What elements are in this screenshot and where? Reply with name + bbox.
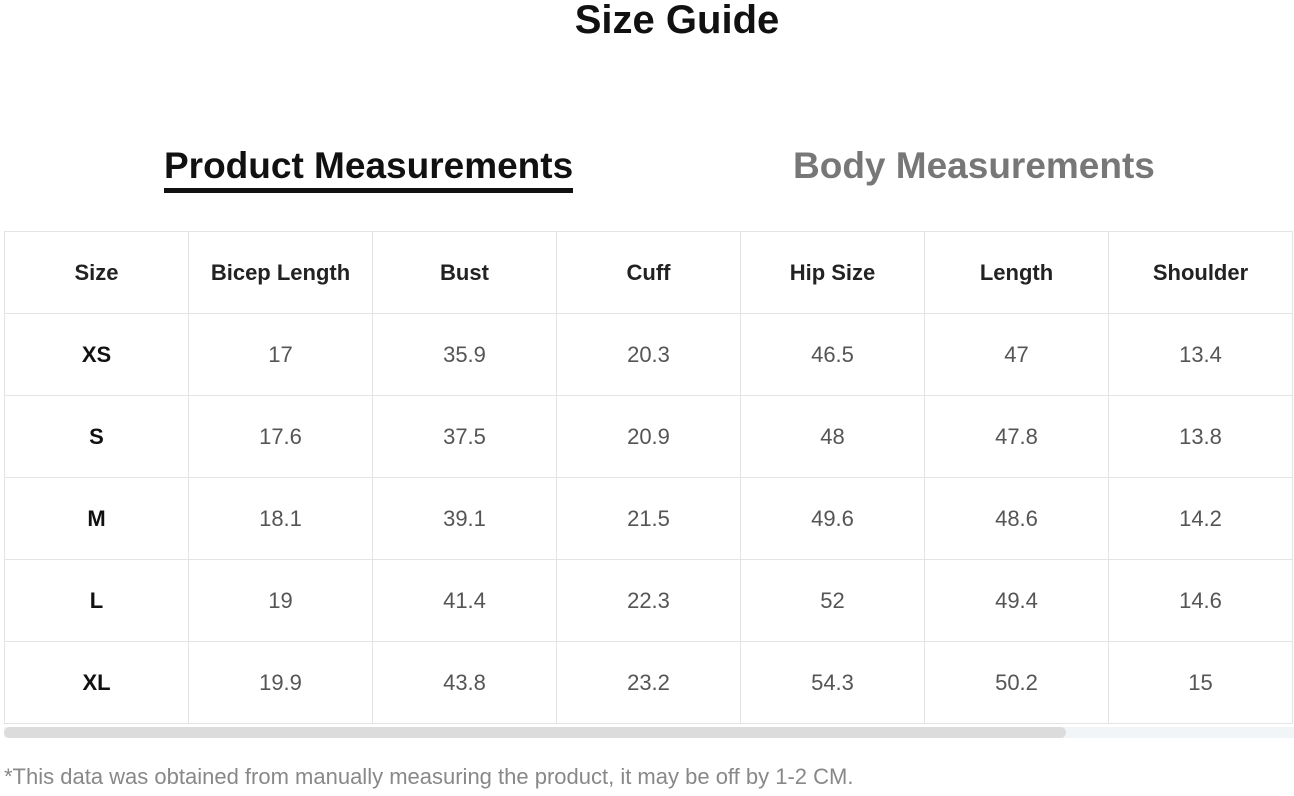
table-cell: 49.6 — [740, 477, 925, 560]
column-header: Shoulder — [1108, 231, 1293, 314]
table-cell: 52 — [740, 559, 925, 642]
table-cell: 18.1 — [188, 477, 373, 560]
table-cell: 46.5 — [740, 313, 925, 396]
size-cell: XL — [4, 641, 189, 724]
table-cell: 50.2 — [924, 641, 1109, 724]
page-title: Size Guide — [574, 0, 780, 42]
tab-body-measurements[interactable]: Body Measurements — [793, 145, 1155, 186]
table-cell: 14.2 — [1108, 477, 1293, 560]
table-cell: 17 — [188, 313, 373, 396]
table-cell: 47 — [924, 313, 1109, 396]
table-cell: 19.9 — [188, 641, 373, 724]
table-cell: 17.6 — [188, 395, 373, 478]
table-row: S 17.6 37.5 20.9 48 47.8 13.8 — [4, 395, 1293, 478]
table-row: XL 19.9 43.8 23.2 54.3 50.2 15 — [4, 641, 1293, 724]
table-cell: 19 — [188, 559, 373, 642]
column-header: Cuff — [556, 231, 741, 314]
column-header: Size — [4, 231, 189, 314]
scrollbar-thumb[interactable] — [4, 727, 1066, 738]
table-cell: 48 — [740, 395, 925, 478]
size-cell: L — [4, 559, 189, 642]
measurement-note: *This data was obtained from manually me… — [4, 764, 854, 789]
header-row: Size Bicep Length Bust Cuff Hip Size Length Sh… — [4, 231, 1293, 314]
size-cell: XS — [4, 313, 189, 396]
horizontal-scrollbar[interactable] — [4, 727, 1294, 738]
column-header: Bust — [372, 231, 557, 314]
table-cell: 35.9 — [372, 313, 557, 396]
column-header: Length — [924, 231, 1109, 314]
table-cell: 15 — [1108, 641, 1293, 724]
table-row: L 19 41.4 22.3 52 49.4 14.6 — [4, 559, 1293, 642]
size-cell: S — [4, 395, 189, 478]
table-cell: 41.4 — [372, 559, 557, 642]
table-cell: 22.3 — [556, 559, 741, 642]
table-cell: 13.4 — [1108, 313, 1293, 396]
table-cell: 20.3 — [556, 313, 741, 396]
table-cell: 13.8 — [1108, 395, 1293, 478]
size-cell: M — [4, 477, 189, 560]
table-cell: 43.8 — [372, 641, 557, 724]
table-cell: 14.6 — [1108, 559, 1293, 642]
table-cell: 48.6 — [924, 477, 1109, 560]
table-cell: 23.2 — [556, 641, 741, 724]
size-table: Size Bicep Length Bust Cuff Hip Size Length Sh… — [4, 231, 1293, 724]
column-header: Hip Size — [740, 231, 925, 314]
table-row: XS 17 35.9 20.3 46.5 47 13.4 — [4, 313, 1293, 396]
table-cell: 20.9 — [556, 395, 741, 478]
column-header: Bicep Length — [188, 231, 373, 314]
table-cell: 54.3 — [740, 641, 925, 724]
table-row: M 18.1 39.1 21.5 49.6 48.6 14.2 — [4, 477, 1293, 560]
table-cell: 39.1 — [372, 477, 557, 560]
table-cell: 21.5 — [556, 477, 741, 560]
table-cell: 49.4 — [924, 559, 1109, 642]
table-cell: 37.5 — [372, 395, 557, 478]
table-cell: 47.8 — [924, 395, 1109, 478]
tab-product-measurements[interactable]: Product Measurements — [164, 145, 574, 193]
